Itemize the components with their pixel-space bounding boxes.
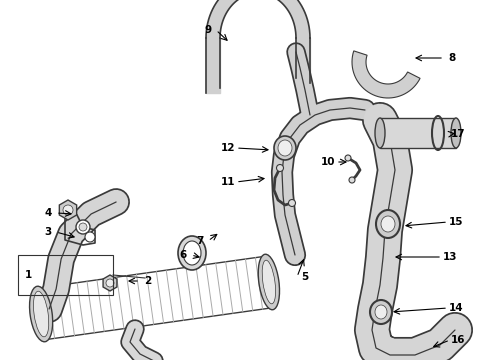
Ellipse shape	[29, 286, 53, 342]
Ellipse shape	[85, 232, 95, 242]
Text: 16: 16	[450, 335, 464, 345]
Ellipse shape	[262, 260, 275, 304]
Ellipse shape	[76, 220, 90, 234]
Ellipse shape	[369, 300, 391, 324]
Text: 9: 9	[204, 25, 211, 35]
Text: 15: 15	[448, 217, 462, 227]
Text: 6: 6	[179, 250, 186, 260]
Text: 2: 2	[144, 276, 151, 286]
Text: 4: 4	[44, 208, 52, 218]
Text: 17: 17	[450, 129, 465, 139]
Polygon shape	[205, 0, 309, 38]
Text: 11: 11	[220, 177, 235, 187]
Text: 12: 12	[220, 143, 235, 153]
Ellipse shape	[380, 216, 394, 232]
Polygon shape	[351, 51, 419, 98]
Ellipse shape	[178, 236, 205, 270]
Ellipse shape	[288, 199, 295, 207]
Ellipse shape	[374, 305, 386, 319]
Ellipse shape	[106, 279, 114, 287]
Text: 5: 5	[301, 272, 308, 282]
Ellipse shape	[63, 205, 73, 215]
Ellipse shape	[345, 155, 350, 161]
Ellipse shape	[278, 140, 291, 156]
Ellipse shape	[374, 118, 384, 148]
Text: 14: 14	[448, 303, 462, 313]
Ellipse shape	[183, 241, 201, 265]
Ellipse shape	[276, 165, 283, 171]
Ellipse shape	[273, 136, 295, 160]
Text: 1: 1	[24, 270, 32, 280]
Ellipse shape	[258, 254, 279, 310]
Bar	[379, 118, 455, 148]
Polygon shape	[38, 256, 272, 340]
Ellipse shape	[33, 291, 49, 337]
Text: 13: 13	[442, 252, 456, 262]
Text: 7: 7	[196, 236, 203, 246]
Ellipse shape	[348, 177, 354, 183]
Bar	[18, 255, 113, 295]
Text: 10: 10	[320, 157, 335, 167]
Ellipse shape	[450, 118, 460, 148]
Ellipse shape	[79, 223, 87, 231]
Ellipse shape	[375, 210, 399, 238]
Text: 3: 3	[44, 227, 52, 237]
Text: 8: 8	[447, 53, 455, 63]
